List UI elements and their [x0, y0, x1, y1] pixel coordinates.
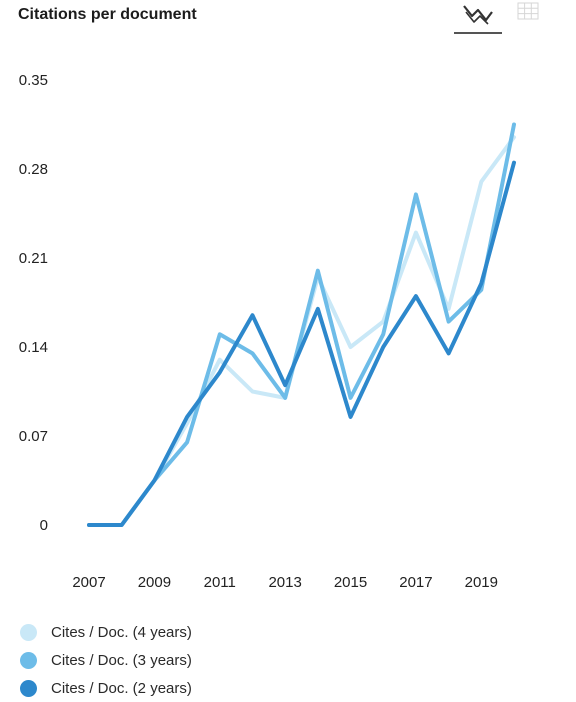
- legend-swatch-2-years: [20, 679, 37, 697]
- y-tick-label: 0.28: [19, 161, 48, 178]
- table-grid-icon: [517, 2, 539, 20]
- x-tick-label: 2017: [399, 574, 432, 591]
- line-chart: 00.070.140.210.280.35 2007 2009 2011 2013 20…: [19, 72, 516, 591]
- legend: Cites / Doc. (4 years) Cites / Doc. (3 y…: [20, 618, 192, 702]
- legend-label: Cites / Doc. (3 years): [51, 651, 192, 669]
- legend-item-3-years[interactable]: Cites / Doc. (3 years): [20, 646, 192, 674]
- x-axis-ticks: 2007 2009 2011 2013 2015 2017 2019: [72, 574, 498, 591]
- y-tick-label: 0.07: [19, 428, 48, 445]
- x-tick-label: 2011: [204, 574, 236, 591]
- y-tick-label: 0.14: [19, 339, 48, 356]
- table-view-button[interactable]: [516, 2, 540, 36]
- y-axis-ticks: 0 0.07 0.14 0.21 0.28 0.35: [19, 72, 48, 534]
- series-lines: [87, 122, 516, 527]
- series-line-2-years[interactable]: [87, 160, 516, 527]
- series-line-3-years[interactable]: [87, 122, 516, 527]
- chart-title: Citations per document: [18, 6, 197, 23]
- legend-swatch-4-years: [20, 623, 37, 641]
- x-tick-label: 2015: [334, 574, 367, 591]
- legend-item-2-years[interactable]: Cites / Doc. (2 years): [20, 674, 192, 702]
- legend-swatch-3-years: [20, 651, 37, 669]
- y-tick-label: 0: [40, 517, 48, 534]
- y-tick-label: 0.21: [19, 250, 48, 267]
- line-chart-icon: [463, 5, 493, 25]
- x-tick-label: 2019: [465, 574, 498, 591]
- line-view-button[interactable]: [454, 2, 502, 36]
- x-tick-label: 2009: [138, 574, 171, 591]
- x-tick-label: 2013: [268, 574, 301, 591]
- y-tick-label: 0.35: [19, 72, 48, 89]
- legend-item-4-years[interactable]: Cites / Doc. (4 years): [20, 618, 192, 646]
- x-tick-label: 2007: [72, 574, 105, 591]
- legend-label: Cites / Doc. (2 years): [51, 679, 192, 697]
- view-toggle: [454, 2, 540, 36]
- legend-label: Cites / Doc. (4 years): [51, 623, 192, 641]
